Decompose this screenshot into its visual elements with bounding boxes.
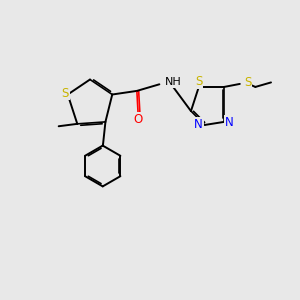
Text: NH: NH <box>165 77 182 87</box>
Text: S: S <box>244 76 251 89</box>
Text: N: N <box>225 116 234 129</box>
Text: S: S <box>62 86 69 100</box>
Text: O: O <box>134 112 143 126</box>
Text: S: S <box>195 75 202 88</box>
Text: N: N <box>194 118 203 131</box>
